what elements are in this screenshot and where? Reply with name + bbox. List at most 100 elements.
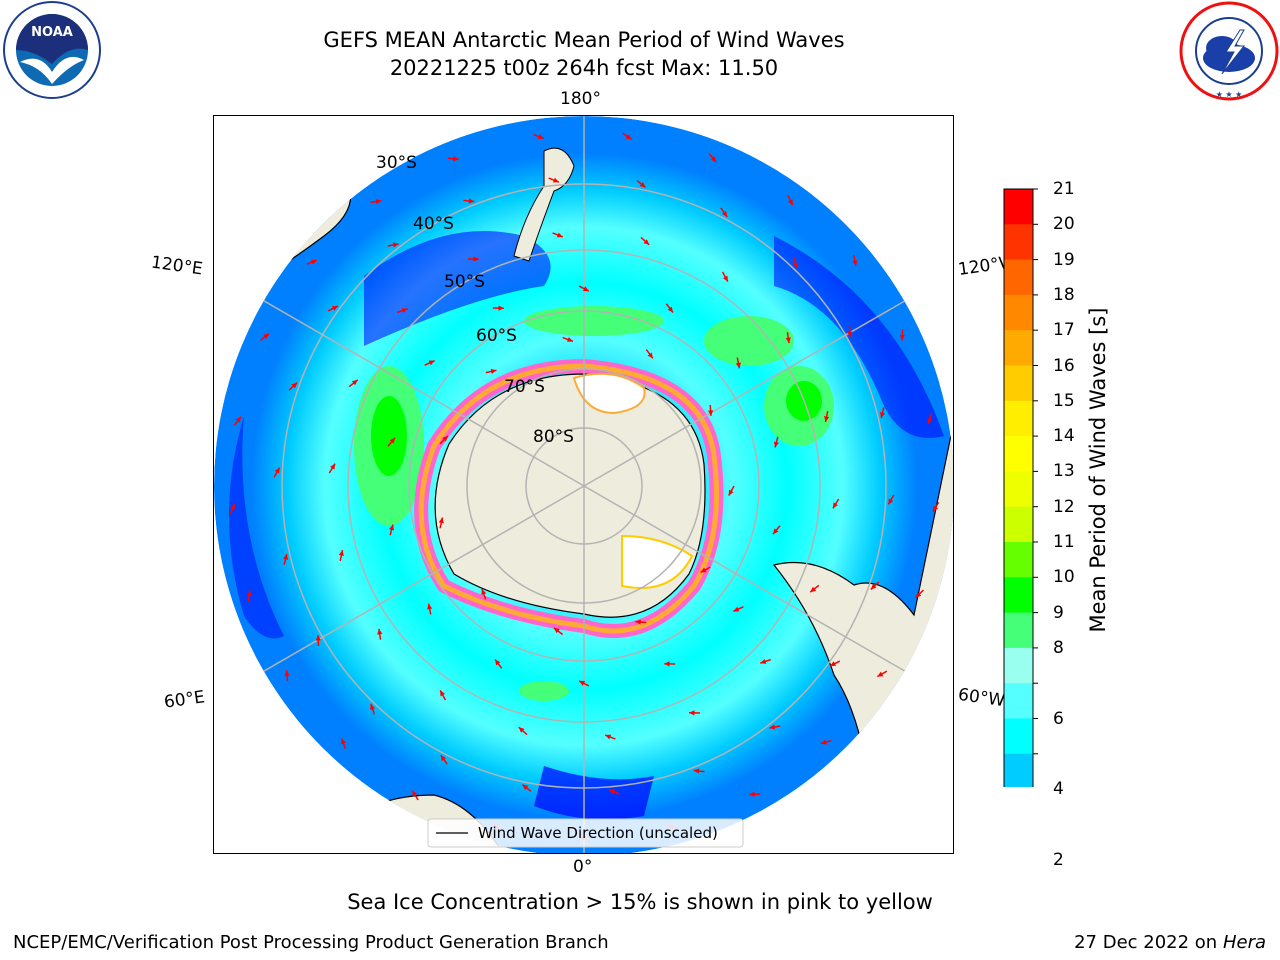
wave-arrow-head — [877, 671, 884, 677]
wave-arrow-head — [412, 790, 418, 797]
svg-text:NOAA: NOAA — [31, 25, 73, 40]
map-canvas: 30°S 40°S 50°S 60°S 70°S 80°S Wind Wave … — [214, 116, 953, 853]
lat-label: 70°S — [504, 377, 545, 397]
wave-arrow-head — [428, 360, 435, 366]
wave-arrow-head — [468, 198, 475, 204]
colorbar-bin — [1004, 294, 1033, 331]
wave-arrow-head — [330, 463, 336, 470]
colorbar-label: Mean Period of Wind Waves [s] — [1086, 307, 1110, 633]
wave-arrow-head — [522, 784, 529, 791]
wave-arrow-head — [700, 567, 707, 573]
wave-arrow-head — [647, 352, 653, 359]
wave-arrow-head — [635, 619, 641, 625]
colorbar-tick-label: 14 — [1053, 426, 1075, 447]
colorbar — [1003, 188, 1038, 787]
colorbar-tick-label: 2 — [1053, 849, 1064, 870]
wave-arrow-head — [667, 306, 673, 313]
noaa-logo: NOAA — [3, 1, 101, 99]
host-name: Hera — [1222, 932, 1266, 953]
wave-arrow-head — [438, 517, 444, 524]
wave-arrow-head — [830, 661, 837, 667]
wave-arrow-head — [453, 156, 459, 162]
wave-arrow-head — [643, 239, 650, 245]
wave-arrow-head — [749, 791, 755, 797]
wave-arrow-head — [331, 305, 338, 311]
wave-arrow-head — [710, 156, 717, 163]
wave-arrow-head — [291, 382, 298, 389]
wave-arrow-head — [442, 435, 448, 442]
nws-logo: ★ ★ ★ — [1179, 1, 1279, 101]
wave-arrow-head — [351, 379, 358, 386]
wave-arrow-head — [246, 590, 252, 597]
wave-arrow-head — [932, 505, 938, 512]
colorbar-tick-label: 12 — [1053, 496, 1075, 517]
lat-label: 40°S — [413, 214, 454, 234]
colorbar-bin — [1004, 506, 1033, 543]
wave-arrow-head — [625, 134, 632, 140]
wave-arrow-head — [495, 659, 501, 666]
colorbar-tick-label: 17 — [1053, 320, 1075, 341]
lon-label-top: 180° — [560, 89, 601, 109]
colorbar-bin — [1004, 542, 1033, 578]
colorbar-tick-label: 10 — [1053, 567, 1075, 588]
svg-text:★ ★ ★: ★ ★ ★ — [1216, 90, 1243, 99]
wave-arrow-head — [879, 412, 886, 418]
wave-arrow-head — [820, 739, 827, 745]
wave-arrow-head — [888, 498, 894, 505]
wave-arrow-head — [389, 437, 396, 444]
colorbar-bin — [1004, 259, 1033, 296]
wave-arrow-head — [230, 504, 235, 511]
wave-arrow-head — [787, 199, 793, 206]
lon-label-lower-left: 60°E — [162, 687, 207, 713]
wave-arrow-head — [852, 260, 858, 266]
lat-label: 30°S — [376, 153, 417, 173]
wave-arrow-head — [915, 592, 922, 598]
wind-wave-arrows — [229, 132, 940, 842]
wave-arrow-head — [769, 724, 776, 730]
wave-arrow-head — [773, 441, 779, 448]
wave-arrow-head — [537, 134, 544, 140]
wave-arrow-head — [760, 658, 767, 664]
wave-arrow-head — [664, 661, 670, 667]
chart-title: GEFS MEAN Antarctic Mean Period of Wind … — [323, 28, 845, 52]
wave-arrow-head — [518, 727, 525, 733]
colorbar-bin — [1004, 330, 1033, 366]
wave-arrow-head — [338, 550, 344, 556]
wave-arrow-head — [721, 210, 728, 217]
wave-arrow-head — [772, 528, 779, 535]
colorbar-bin — [1004, 189, 1033, 225]
colorbar-tick-label: 20 — [1053, 214, 1075, 235]
legend-text: Wind Wave Direction (unscaled) — [478, 824, 718, 842]
date-text: 27 Dec 2022 on Hera — [1074, 932, 1266, 953]
wave-arrow-head — [810, 586, 817, 593]
wave-arrow-head — [401, 308, 408, 314]
colorbar-bin — [1004, 400, 1033, 437]
colorbar-tick-label: 21 — [1053, 179, 1075, 199]
lat-label: 80°S — [533, 427, 574, 447]
wave-arrow-head — [722, 275, 728, 282]
wave-arrow-head — [481, 589, 487, 596]
wave-arrow-head — [824, 416, 830, 422]
wave-arrow-head — [847, 331, 853, 337]
wave-arrow-head — [689, 710, 695, 716]
wave-arrow-head — [832, 502, 838, 509]
wave-arrow-head — [341, 738, 347, 745]
wave-arrow-head — [785, 337, 791, 344]
colorbar-bin — [1004, 224, 1033, 261]
wave-arrow-head — [609, 789, 616, 795]
colorbar-bin — [1004, 577, 1033, 614]
wave-arrow-head — [263, 333, 270, 339]
wave-arrow-head — [427, 603, 433, 610]
wave-arrow-head — [870, 583, 877, 590]
colorbar-tick-label: 16 — [1053, 355, 1075, 376]
lon-label-bottom: 0° — [573, 857, 593, 877]
wave-arrow-head — [389, 524, 395, 531]
colorbar-bin — [1004, 436, 1033, 472]
wave-arrow-head — [440, 755, 447, 762]
chart-subtitle: 20221225 t00z 264h fcst Max: 11.50 — [389, 56, 779, 80]
wave-arrow-head — [566, 337, 573, 342]
wave-arrow-head — [899, 334, 905, 341]
wave-arrow-head — [473, 256, 479, 262]
wave-arrow-head — [274, 467, 280, 474]
wave-arrow-head — [490, 368, 497, 374]
